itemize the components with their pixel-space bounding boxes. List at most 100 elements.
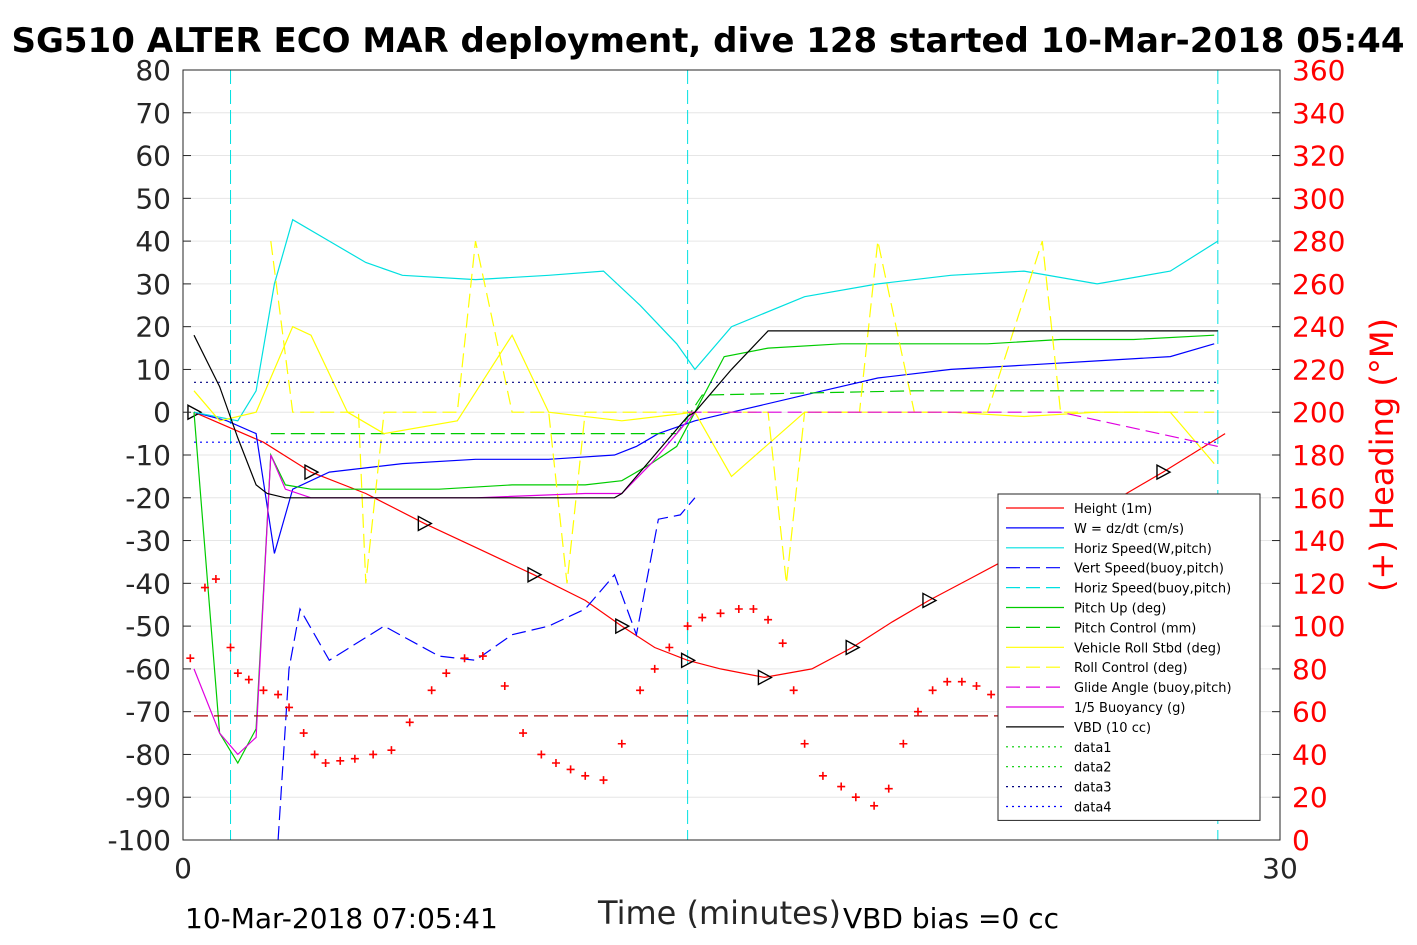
heading-point (698, 613, 707, 622)
left-tick-label: -40 (125, 567, 171, 600)
heading-point (369, 750, 378, 759)
heading-point (519, 729, 528, 738)
left-tick-label: 50 (135, 182, 171, 215)
legend-entry: Vehicle Roll Stbd (deg) (1074, 641, 1221, 656)
heading-point (405, 718, 414, 727)
heading-point (299, 729, 308, 738)
left-tick-label: -10 (125, 439, 171, 472)
legend-entry: VBD (10 cc) (1074, 721, 1151, 736)
left-tick-label: 40 (135, 225, 171, 258)
height-marker (304, 463, 320, 481)
heading-point (749, 605, 758, 613)
x-axis: 0 30 (174, 832, 1298, 885)
left-tick-label: -60 (125, 653, 171, 686)
heading-point (387, 746, 396, 755)
footer-vbd-bias: VBD bias =0 cc (843, 902, 1059, 935)
series-glide-angle-buoy-pitch (687, 411, 1218, 447)
right-tick-label: 160 (1292, 482, 1345, 515)
heading-point (226, 643, 235, 652)
heading-point (899, 739, 908, 748)
left-tick-label: 30 (135, 268, 171, 301)
heading-point (764, 615, 773, 624)
right-tick-label: 260 (1292, 268, 1345, 301)
heading-point (789, 686, 798, 695)
heading-point (442, 669, 451, 678)
right-tick-label: 180 (1292, 439, 1345, 472)
series-vbd-10-cc (193, 330, 1218, 499)
legend-entry: Height (1m) (1074, 502, 1152, 517)
heading-point (734, 605, 743, 613)
heading-point (500, 682, 509, 690)
right-tick-label: 200 (1292, 396, 1345, 429)
left-tick-label: -80 (125, 738, 171, 771)
right-tick-label: 140 (1292, 525, 1345, 558)
heading-point (274, 690, 283, 699)
legend-entry: W = dz/dt (cm/s) (1074, 522, 1184, 537)
legend-entry: Pitch Up (deg) (1074, 602, 1166, 617)
left-tick-label: -70 (125, 696, 171, 729)
right-tick-label: 40 (1292, 738, 1328, 771)
legend-entry: Horiz Speed(W,pitch) (1074, 542, 1212, 557)
left-tick-label: -90 (125, 781, 171, 814)
series-vert-speed-buoy-pitch (277, 497, 696, 841)
heading-point (350, 754, 359, 763)
heading-point (851, 793, 860, 802)
heading-point (800, 739, 809, 748)
heading-point (285, 703, 294, 712)
left-tick-label: -20 (125, 482, 171, 515)
left-tick-label: -100 (107, 824, 171, 857)
x-tick-label: 0 (174, 852, 192, 885)
height-marker (922, 592, 938, 609)
heading-point (310, 750, 319, 759)
right-tick-label: 360 (1292, 54, 1345, 87)
heading-point (478, 652, 487, 661)
left-tick-label: 60 (135, 140, 171, 173)
heading-point (778, 639, 787, 648)
height-marker (1156, 463, 1172, 481)
legend: Height (1m) W = dz/dt (cm/s) Horiz Speed(W… (997, 493, 1261, 821)
heading-point (200, 583, 209, 592)
heading-point (650, 664, 659, 673)
legend-entry: Glide Angle (buoy,pitch) (1074, 681, 1232, 696)
legend-entry: Vert Speed(buoy,pitch) (1074, 562, 1224, 577)
right-tick-label: 80 (1292, 653, 1328, 686)
heading-point (928, 686, 937, 695)
heading-point (581, 771, 590, 780)
footer-timestamp: 10-Mar-2018 07:05:41 (185, 902, 498, 935)
heading-point (427, 686, 436, 695)
right-axis: 3603403203002802602402202001801601401201… (1272, 54, 1345, 857)
heading-point (884, 784, 893, 793)
heading-point (837, 782, 846, 791)
left-tick-label: 70 (135, 97, 171, 130)
left-tick-label: -30 (125, 525, 171, 558)
heading-point (551, 759, 560, 767)
legend-entry: data1 (1074, 741, 1112, 756)
heading-point (244, 675, 253, 684)
heading-point (259, 686, 268, 695)
heading-point (943, 677, 952, 686)
series-roll-control-deg (270, 240, 1215, 584)
right-tick-label: 340 (1292, 97, 1345, 130)
left-tick-label: -50 (125, 610, 171, 643)
heading-point (186, 654, 195, 663)
legend-entry: Horiz Speed(buoy,pitch) (1074, 582, 1231, 597)
height-marker (845, 639, 861, 656)
legend-box (997, 493, 1261, 821)
right-axis-label: (+) Heading (°M) (1363, 318, 1401, 592)
legend-entry: Pitch Control (mm) (1074, 621, 1196, 636)
height-marker (680, 652, 697, 669)
heading-point (599, 776, 608, 785)
height-marker (615, 617, 631, 635)
right-tick-label: 20 (1292, 781, 1328, 814)
heading-point (321, 759, 330, 767)
right-tick-label: 100 (1292, 610, 1345, 643)
left-tick-label: 80 (135, 54, 171, 87)
series-horiz-speed-w-pitch (193, 218, 1219, 422)
heading-point (617, 739, 626, 748)
heading-point (636, 686, 645, 695)
heading-point (537, 750, 546, 759)
left-tick-label: 0 (153, 396, 171, 429)
series-vehicle-roll-stbd-deg (193, 325, 1215, 478)
right-tick-label: 220 (1292, 353, 1345, 386)
